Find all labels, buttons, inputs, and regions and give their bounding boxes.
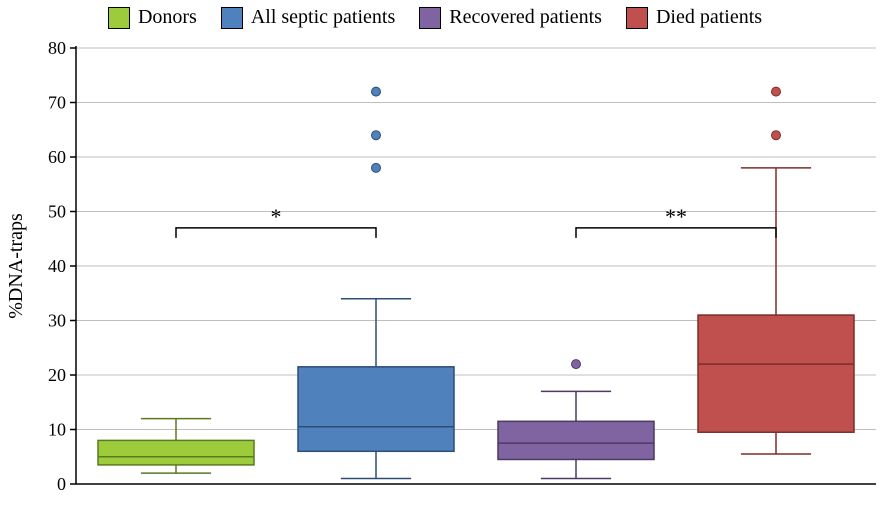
legend-label: Recovered patients	[449, 6, 602, 29]
significance-bracket: **	[576, 204, 776, 238]
legend-item: Died patients	[626, 6, 762, 29]
box-rect	[98, 440, 254, 465]
outlier	[772, 87, 781, 96]
y-axis-label: %DNA-traps	[5, 213, 27, 319]
legend-item: Recovered patients	[419, 6, 602, 29]
boxplot-chart: Donors All septic patients Recovered patie…	[0, 0, 894, 508]
box-rect	[298, 367, 454, 451]
y-tick-label: 0	[57, 474, 66, 494]
legend-swatch	[626, 7, 648, 29]
y-tick-label: 50	[48, 202, 66, 222]
legend: Donors All septic patients Recovered patie…	[0, 6, 894, 34]
box-all-septic-patients	[298, 87, 454, 478]
outlier	[372, 163, 381, 172]
y-tick-label: 40	[48, 256, 66, 276]
legend-label: Donors	[138, 6, 197, 29]
box-rect	[698, 315, 854, 432]
outlier	[372, 87, 381, 96]
outlier	[572, 360, 581, 369]
bracket-line	[176, 228, 376, 238]
y-tick-label: 60	[48, 147, 66, 167]
legend-label: Died patients	[656, 6, 762, 29]
y-tick-label: 10	[48, 420, 66, 440]
legend-label: All septic patients	[251, 6, 395, 29]
box-rect	[498, 421, 654, 459]
box-recovered-patients	[498, 360, 654, 479]
legend-item: Donors	[108, 6, 197, 29]
bracket-line	[576, 228, 776, 238]
significance-label: *	[271, 204, 282, 229]
outlier	[372, 131, 381, 140]
legend-swatch	[419, 7, 441, 29]
legend-swatch	[108, 7, 130, 29]
y-tick-label: 30	[48, 311, 66, 331]
box-died-patients	[698, 87, 854, 454]
legend-swatch	[221, 7, 243, 29]
box-donors	[98, 419, 254, 474]
significance-label: **	[665, 204, 687, 229]
outlier	[772, 131, 781, 140]
y-tick-label: 80	[48, 38, 66, 58]
plot-area: %DNA-traps01020304050607080***	[0, 0, 894, 508]
y-tick-label: 70	[48, 93, 66, 113]
significance-bracket: *	[176, 204, 376, 238]
legend-item: All septic patients	[221, 6, 395, 29]
y-tick-label: 20	[48, 365, 66, 385]
